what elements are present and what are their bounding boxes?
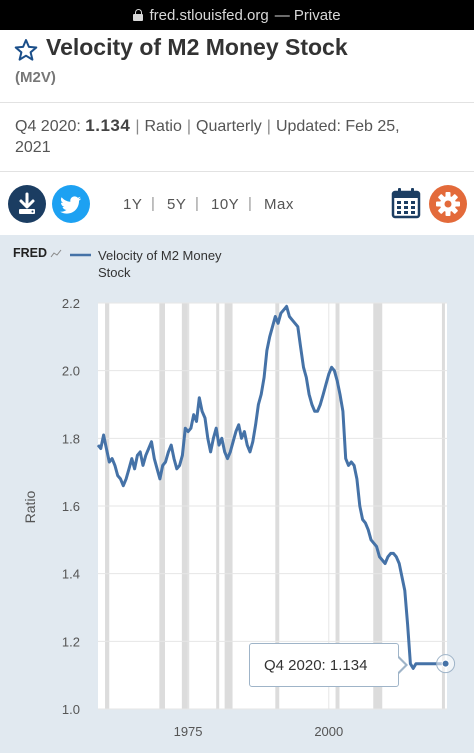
latest-value: 1.134 [85, 116, 131, 135]
y-tick-label: 1.8 [62, 431, 80, 446]
gear-icon [436, 192, 460, 216]
range-separator: | [195, 195, 199, 212]
settings-button[interactable] [429, 185, 467, 223]
twitter-share-button[interactable] [52, 185, 90, 223]
calendar-icon[interactable] [391, 187, 421, 219]
frequency-label: Quarterly [196, 118, 262, 135]
y-tick-label: 2.2 [62, 296, 80, 311]
units-label: Ratio [144, 118, 182, 135]
y-tick-label: 1.6 [62, 499, 80, 514]
line-chart[interactable]: FRED Velocity of M2 Money Stock Ratio 2.… [0, 235, 474, 753]
updated-year: 2021 [15, 139, 51, 156]
range-10y-button[interactable]: 10Y [211, 196, 240, 213]
download-button[interactable] [8, 185, 46, 223]
browser-url-bar[interactable]: fred.stlouisfed.org — Private [0, 0, 474, 30]
tooltip-arrow [398, 656, 408, 674]
y-tick-label: 1.2 [62, 634, 80, 649]
url-host: fred.stlouisfed.org [149, 6, 269, 24]
range-separator: | [248, 195, 252, 212]
download-icon [19, 192, 35, 214]
series-meta-line-1: Q4 2020: 1.134 | Ratio | Quarterly | Updated: … [15, 116, 400, 135]
legend-label-line-2: Stock [98, 265, 131, 280]
y-tick-label: 1.4 [62, 567, 80, 582]
x-tick-label: 2000 [314, 724, 343, 739]
legend-label-line-1: Velocity of M2 Money [98, 248, 222, 263]
range-5y-button[interactable]: 5Y [167, 196, 187, 213]
fred-logo: FRED [13, 246, 47, 260]
range-separator: | [151, 195, 155, 212]
series-line-m2v [96, 304, 446, 670]
fred-logo-chart-icon [50, 249, 62, 258]
y-tick-label: 1.0 [62, 702, 80, 717]
y-tick-label: 2.0 [62, 364, 80, 379]
series-header [0, 30, 474, 103]
favorite-star-icon[interactable] [14, 38, 38, 62]
data-tooltip: Q4 2020: 1.134 [249, 643, 399, 687]
range-1y-button[interactable]: 1Y [123, 196, 143, 213]
tooltip-value: 1.134 [329, 656, 368, 674]
period-label: Q4 2020: [15, 118, 81, 135]
x-tick-label: 1975 [174, 724, 203, 739]
series-id: (M2V) [15, 69, 56, 86]
series-meta [0, 103, 474, 172]
tooltip-label: Q4 2020: [264, 656, 326, 674]
y-axis-title: Ratio [22, 490, 38, 523]
updated-label: Updated: [275, 118, 341, 135]
updated-date: Feb 25, [345, 118, 400, 135]
range-max-button[interactable]: Max [264, 196, 294, 213]
lock-icon [133, 9, 144, 21]
private-mode-label: — Private [274, 6, 341, 24]
series-title: Velocity of M2 Money Stock [46, 34, 348, 60]
hover-point-marker [441, 659, 450, 668]
twitter-icon [60, 196, 81, 214]
